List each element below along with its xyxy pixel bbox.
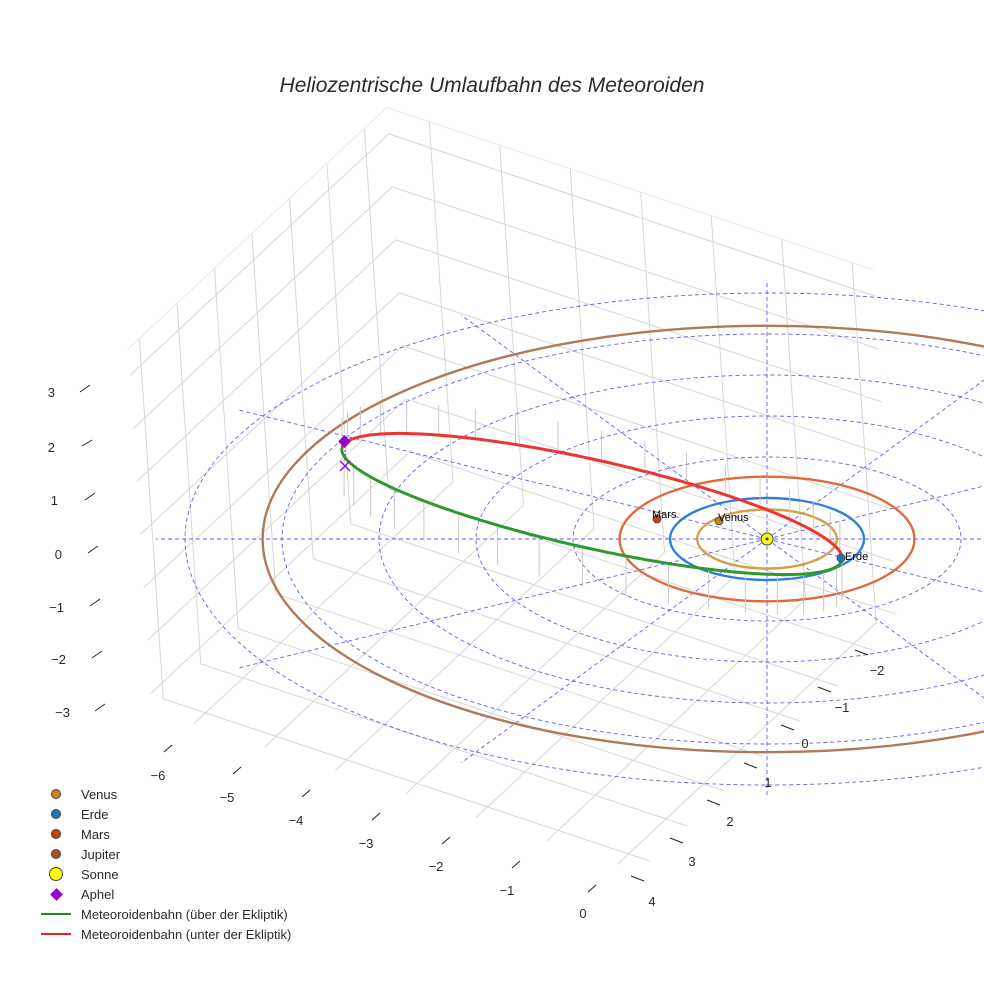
legend-item-erde[interactable]: Erde [36,804,291,824]
x-tick-label: −3 [359,836,374,851]
legend: Venus Erde Mars Jupiter Sonne Aphel Mete… [36,784,291,944]
z-tick-label: −1 [49,600,64,615]
x-tick-label: −6 [151,768,166,783]
green-line-icon [41,913,71,915]
z-tick-label: 1 [51,493,58,508]
axis-ticks: 3 2 1 0 −1 −2 −3 −6 −5 −4 −3 −2 −1 0 −2 −1 0 1 2 3 4 [48,384,885,921]
sun-center [765,537,769,541]
legend-label: Sonne [81,866,119,882]
y-tick-label: −2 [870,663,885,678]
x-tick-label: −4 [289,813,304,828]
erde-orbit [668,496,866,582]
z-tick-label: 2 [48,440,55,455]
legend-label: Aphel [81,886,115,902]
erde-label: Erde [845,551,868,563]
legend-item-jupiter[interactable]: Jupiter [36,844,291,864]
sun-marker-icon [49,867,63,881]
legend-label: Jupiter [81,846,121,862]
jupiter-orbit [261,324,984,754]
orbit-above-ecliptic-line [340,447,844,577]
legend-item-venus[interactable]: Venus [36,784,291,804]
z-tick-label: 3 [48,385,55,400]
chart-title: Heliozentrische Umlaufbahn des Meteoroid… [279,74,705,97]
legend-item-aphel[interactable]: Aphel [36,884,291,904]
venus-label: Venus [718,512,749,524]
y-tick-label: 3 [688,854,695,869]
z-tick-label: −2 [51,652,66,667]
y-tick-label: −1 [835,700,850,715]
mars-marker[interactable] [652,514,662,524]
diamond-marker-icon [49,887,63,901]
legend-label: Meteoroidenbahn (über der Ekliptik) [81,906,288,922]
y-tick-label: 1 [764,775,771,790]
legend-label: Erde [81,806,109,822]
mars-orbit [618,475,916,603]
x-tick-label: −5 [220,790,235,805]
legend-item-orbit-above[interactable]: Meteoroidenbahn (über der Ekliptik) [36,904,291,924]
legend-item-orbit-below[interactable]: Meteoroidenbahn (unter der Ekliptik) [36,924,291,944]
legend-label: Meteoroidenbahn (unter der Ekliptik) [81,926,292,942]
orbit-below-ecliptic-line [340,431,844,561]
z-tick-label: −3 [55,705,70,720]
axis-grid [127,106,897,865]
y-tick-label: 4 [648,894,655,909]
legend-label: Mars [81,826,110,842]
erde-marker[interactable] [836,553,846,563]
x-tick-label: 0 [579,906,586,921]
z-tick-label: 0 [55,547,62,562]
markers [338,435,846,563]
x-tick-label: −2 [429,859,444,874]
venus-marker[interactable] [714,516,724,526]
y-tick-label: 2 [726,814,733,829]
mars-marker-icon [51,829,61,839]
aphel-projection-marker [339,460,351,472]
legend-item-mars[interactable]: Mars [36,824,291,844]
y-tick-label: 0 [801,736,808,751]
venus-marker-icon [51,789,61,799]
erde-marker-icon [51,809,61,819]
mars-label: Mars [652,509,677,521]
drop-lines [341,403,843,615]
aphel-marker[interactable] [338,435,351,448]
ecliptic-grid [155,280,984,798]
meteoroid-orbit [340,431,844,577]
jupiter-marker-icon [51,849,61,859]
legend-label: Venus [81,786,118,802]
red-line-icon [41,933,71,935]
legend-item-sonne[interactable]: Sonne [36,864,291,884]
x-tick-label: −1 [500,883,515,898]
